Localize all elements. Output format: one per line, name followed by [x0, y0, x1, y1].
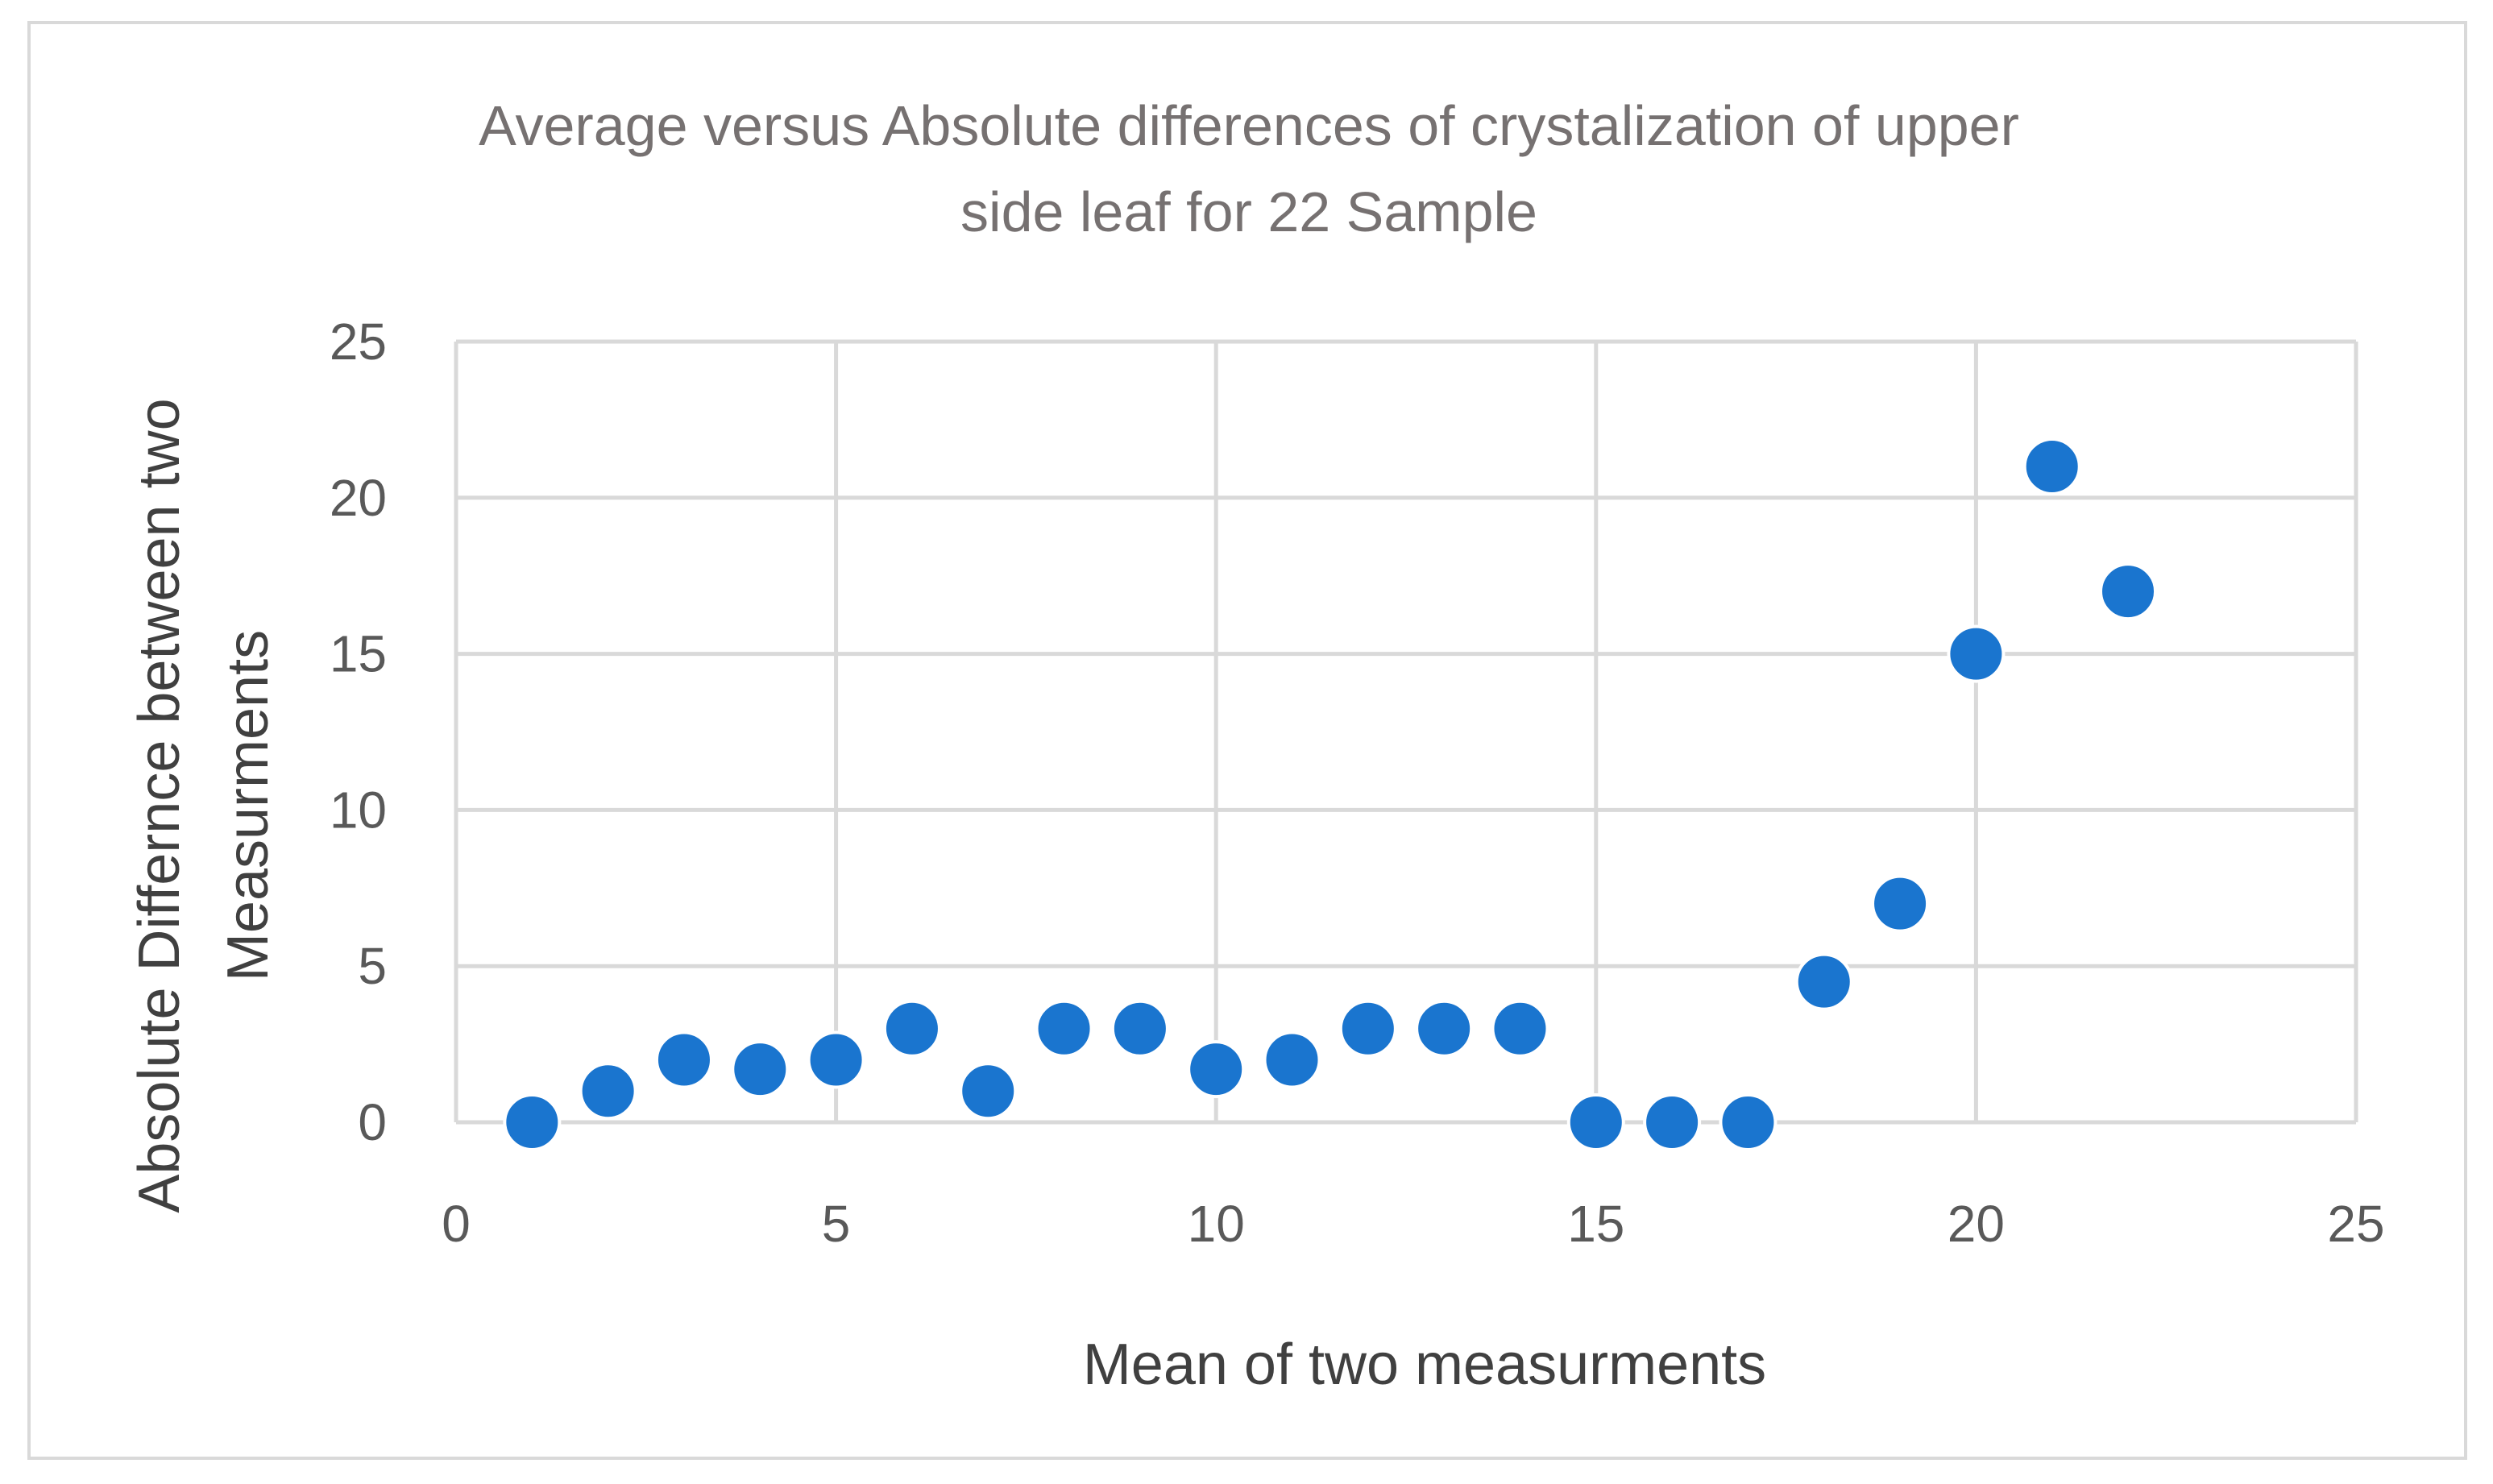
data-point-8	[1035, 999, 1093, 1058]
x-tick-label-20: 20	[1948, 1195, 2005, 1253]
y-axis-title-line-1: Absolute Differnce between two	[127, 398, 192, 1212]
data-point-14	[1491, 999, 1549, 1058]
data-point-4	[731, 1040, 790, 1099]
data-point-18	[1794, 952, 1853, 1011]
tick-labels: 0 5 10 15 20 25 0 5 10 15 20 25	[330, 313, 2385, 1253]
data-point-21	[2022, 437, 2081, 496]
grid	[454, 339, 2358, 1125]
x-tick-label-10: 10	[1188, 1195, 1245, 1253]
y-tick-label-5: 5	[358, 937, 387, 995]
data-point-6	[882, 999, 941, 1058]
y-tick-label-10: 10	[330, 781, 387, 839]
x-axis-title: Mean of two measurments	[1083, 1333, 1766, 1397]
data-point-19	[1871, 874, 1930, 933]
data-point-12	[1338, 999, 1397, 1058]
y-tick-label-25: 25	[330, 313, 387, 371]
data-point-16	[1643, 1093, 1702, 1151]
data-point-1	[503, 1093, 562, 1151]
chart-frame	[27, 21, 2467, 1460]
data-point-15	[1566, 1093, 1625, 1151]
chart-title-line-2: side leaf for 22 Sample	[960, 180, 1537, 243]
data-point-5	[807, 1030, 865, 1089]
data-point-10	[1187, 1040, 1246, 1099]
x-tick-label-0: 0	[442, 1195, 471, 1253]
y-axis-title: Absolute Differnce between two Measurmen…	[127, 398, 280, 1212]
y-tick-label-20: 20	[330, 469, 387, 527]
data-point-20	[1947, 624, 2006, 683]
x-tick-label-15: 15	[1567, 1195, 1624, 1253]
data-point-3	[654, 1030, 713, 1089]
data-points	[503, 437, 2158, 1151]
y-axis-title-line-2: Measurments	[216, 630, 280, 981]
data-point-11	[1263, 1030, 1321, 1089]
data-point-17	[1719, 1093, 1777, 1151]
data-point-9	[1110, 999, 1169, 1058]
data-point-7	[959, 1062, 1018, 1121]
y-tick-label-0: 0	[358, 1093, 387, 1151]
data-point-2	[579, 1062, 637, 1121]
y-tick-label-15: 15	[330, 625, 387, 683]
data-point-22	[2099, 562, 2158, 621]
chart-title-line-1: Average versus Absolute differences of c…	[479, 94, 2019, 157]
x-tick-label-25: 25	[2327, 1195, 2384, 1253]
x-tick-label-5: 5	[822, 1195, 851, 1253]
data-point-13	[1415, 999, 1474, 1058]
